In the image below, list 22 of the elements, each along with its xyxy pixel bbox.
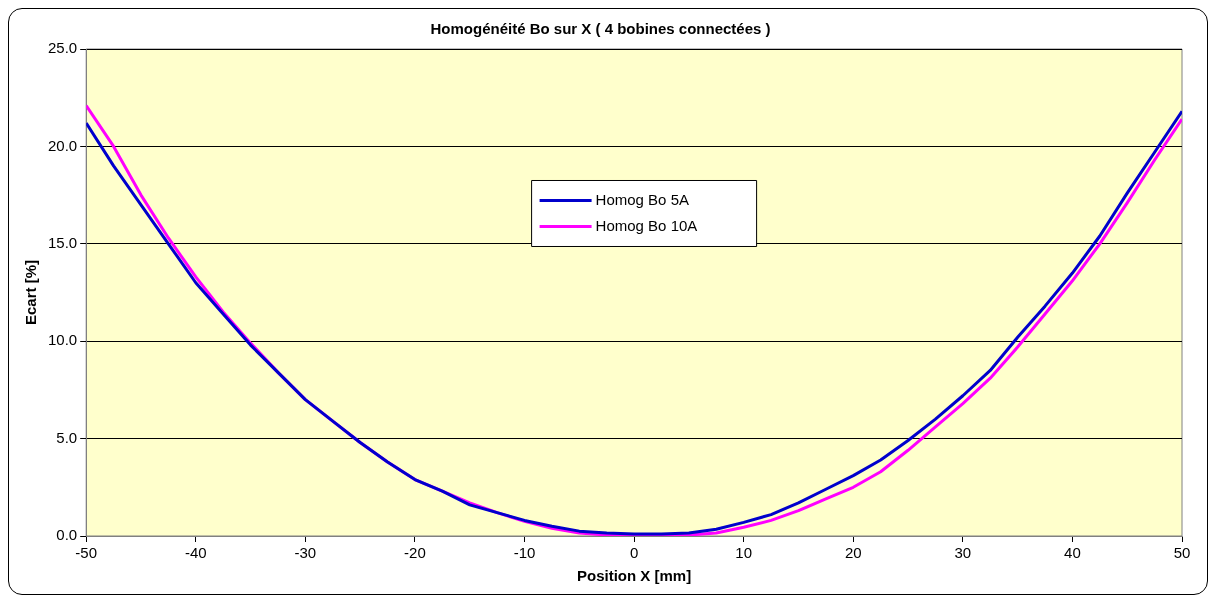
y-tick-label: 5.0 [56,428,78,446]
x-tick-label: -10 [513,544,536,562]
chart-title: Homogénéité Bo sur X ( 4 bobines connectées ) [430,20,771,38]
y-tick-label: 0.0 [56,526,78,544]
y-tick-label: 20.0 [47,136,78,154]
y-tick-label: 15.0 [47,233,78,251]
x-tick-label: -30 [294,544,317,562]
x-tick-label: -50 [75,544,98,562]
y-tick-label: 25.0 [47,39,78,57]
y-axis-title: Ecart [%] [22,259,40,326]
x-tick-label: 30 [954,544,972,562]
x-tick-label: 10 [735,544,753,562]
x-tick-label: 40 [1064,544,1081,562]
legend-label: Homog Bo 5A [595,190,689,208]
x-tick-label: 20 [844,544,862,562]
x-tick-label: 50 [1173,544,1191,562]
x-tick-label: -40 [184,544,207,562]
x-axis-title: Position X [mm] [577,567,692,585]
x-tick-label: 0 [629,544,639,562]
x-tick-label: -20 [404,544,426,562]
y-tick-label: 10.0 [47,331,78,349]
legend-label: Homog Bo 10A [595,216,698,234]
